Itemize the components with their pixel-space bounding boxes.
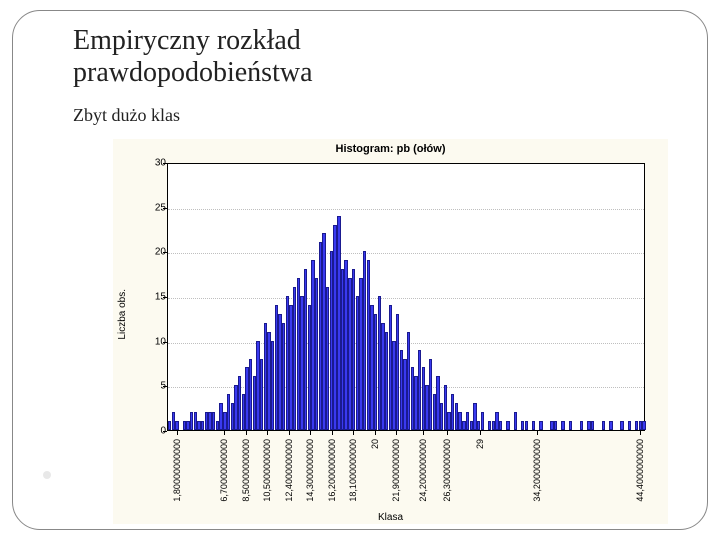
y-tick-mark: [163, 252, 167, 253]
x-tick-label: 21,9000000000: [391, 439, 401, 502]
x-tick-label: 8,50000000000: [241, 439, 251, 502]
histogram-bar: [628, 421, 631, 430]
x-tick-mark: [423, 431, 424, 435]
slide-frame: Empiryczny rozkład prawdopodobieństwa Zb…: [12, 10, 708, 530]
x-tick-label: 1,80000000000: [172, 439, 182, 502]
x-tick-label: 18,1000000000: [348, 439, 358, 502]
histogram-bar: [554, 421, 557, 430]
plot-area: [167, 163, 645, 431]
histogram-bar: [591, 421, 594, 430]
x-tick-mark: [332, 431, 333, 435]
x-tick-label: 26,3000000000: [442, 439, 452, 502]
x-tick-label: 20: [370, 439, 380, 449]
y-tick-mark: [163, 386, 167, 387]
slide-bullet-icon: [43, 471, 51, 479]
gridline: [168, 253, 644, 254]
x-tick-mark: [224, 431, 225, 435]
histogram-bar: [569, 421, 572, 430]
x-tick-mark: [177, 431, 178, 435]
y-tick-mark: [163, 342, 167, 343]
gridline: [168, 343, 644, 344]
histogram-container: Histogram: pb (ołów) Liczba obs. Klasa 0…: [113, 139, 668, 524]
x-tick-label: 12,4000000000: [284, 439, 294, 502]
histogram-bar: [481, 412, 484, 430]
histogram-bar: [609, 421, 612, 430]
x-tick-mark: [289, 431, 290, 435]
histogram-bar: [506, 421, 509, 430]
y-tick-mark: [163, 163, 167, 164]
slide-subtitle: Zbyt dużo klas: [73, 105, 180, 126]
x-tick-label: 24,2000000000: [418, 439, 428, 502]
histogram-bar: [561, 421, 564, 430]
histogram-bar: [620, 421, 623, 430]
histogram-bar: [539, 421, 542, 430]
x-tick-label: 10,5000000000: [262, 439, 272, 502]
x-tick-mark: [310, 431, 311, 435]
x-tick-mark: [447, 431, 448, 435]
y-axis-label: Liczba obs.: [117, 289, 128, 340]
x-tick-mark: [480, 431, 481, 435]
y-tick-mark: [163, 208, 167, 209]
histogram-bar: [499, 421, 502, 430]
x-tick-label: 44,4000000000: [635, 439, 645, 502]
chart-title: Histogram: pb (ołów): [113, 143, 668, 155]
x-tick-mark: [537, 431, 538, 435]
histogram-bar: [580, 421, 583, 430]
x-tick-mark: [640, 431, 641, 435]
histogram-bar: [642, 421, 645, 430]
title-line-2: prawdopodobieństwa: [73, 57, 313, 88]
histogram-bar: [175, 421, 178, 430]
x-tick-label: 6,70000000000: [219, 439, 229, 502]
gridline: [168, 209, 644, 210]
gridline: [168, 298, 644, 299]
x-tick-label: 29: [475, 439, 485, 449]
x-tick-label: 16,2000000000: [327, 439, 337, 502]
x-tick-label: 14,3000000000: [305, 439, 315, 502]
title-line-1: Empiryczny rozkład: [73, 25, 301, 56]
slide-title: Empiryczny rozkład prawdopodobieństwa: [73, 25, 313, 89]
histogram-bar: [525, 421, 528, 430]
histogram-bar: [514, 412, 517, 430]
y-tick-mark: [163, 297, 167, 298]
histogram-bar: [602, 421, 605, 430]
x-tick-mark: [267, 431, 268, 435]
x-tick-mark: [246, 431, 247, 435]
y-tick-mark: [163, 431, 167, 432]
x-tick-mark: [353, 431, 354, 435]
histogram-bar: [532, 421, 535, 430]
x-tick-label: 34,2000000000: [532, 439, 542, 502]
x-tick-mark: [396, 431, 397, 435]
x-tick-mark: [375, 431, 376, 435]
x-axis-label: Klasa: [113, 512, 668, 523]
